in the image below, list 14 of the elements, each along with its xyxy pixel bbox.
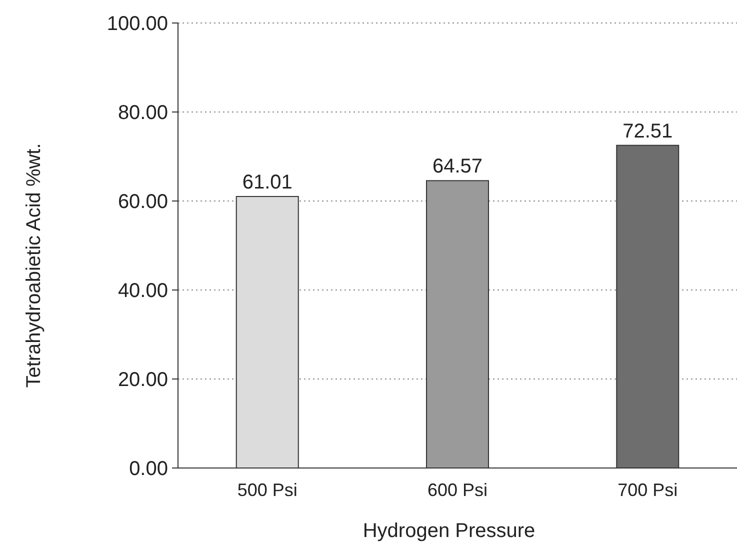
x-axis-title: Hydrogen Pressure <box>362 520 536 542</box>
y-tick-label: 40.00 <box>118 280 168 302</box>
y-tick-label: 100.00 <box>106 13 168 35</box>
y-tick-label: 0.00 <box>129 458 168 480</box>
y-tick-label: 20.00 <box>118 369 168 391</box>
x-tick-label: 500 Psi <box>237 480 298 500</box>
y-tick-label: 80.00 <box>118 102 168 124</box>
x-tick-label: 600 Psi <box>427 480 488 500</box>
data-label: 72.51 <box>622 120 673 142</box>
data-label: 64.57 <box>432 156 483 178</box>
y-axis-title: Tetrahydroabietic Acid %wt. <box>23 143 45 388</box>
x-tick-label: 700 Psi <box>618 480 678 500</box>
y-tick-label: 60.00 <box>118 191 168 213</box>
data-label: 61.01 <box>242 172 292 194</box>
